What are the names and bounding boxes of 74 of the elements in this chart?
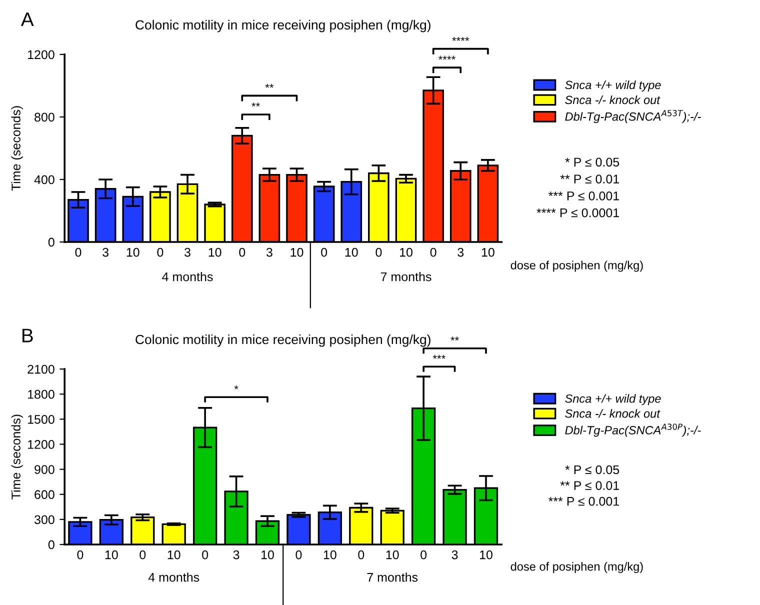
text: * P ≤ 0.05	[565, 158, 620, 167]
x-tick-label: 3	[452, 550, 458, 560]
x-tick-label: 10	[105, 550, 118, 560]
x-tick-label: 10	[386, 550, 399, 560]
annotation: ****	[438, 56, 456, 60]
y-tick-label: 800	[34, 112, 54, 122]
legend-label: Snca +/+ wild type	[565, 394, 661, 406]
y-tick-label: 1200	[28, 440, 54, 449]
legend-label: Snca +/+ wild type	[565, 80, 661, 92]
x-tick-label: 0	[75, 248, 82, 257]
legend-label: Snca -/- knock out	[565, 409, 660, 418]
x-tick-label: 10	[208, 248, 222, 257]
text: 7 months	[380, 272, 432, 282]
y-tick-label: 1500	[28, 414, 54, 424]
y-tick-label: 1200	[28, 50, 54, 60]
text: ** P ≤ 0.01	[560, 481, 619, 490]
x-tick-label: 0	[77, 550, 84, 560]
text: **	[450, 336, 459, 341]
y-tick-label: 2100	[28, 364, 54, 374]
text: *** P ≤ 0.001	[548, 496, 619, 506]
x-tick-label: 0	[140, 550, 146, 560]
x-tick-label: 10	[261, 550, 274, 560]
chart-title: Colonic motility in mice receiving posiphen (mg/kg)	[136, 334, 430, 347]
y-axis-title: Time (seconds)	[11, 106, 23, 191]
y-axis-title: Time (seconds)	[11, 414, 23, 500]
x-tick-label: 10	[290, 248, 304, 257]
x-tick-label: 3	[266, 248, 272, 257]
text: 4 months	[162, 272, 213, 282]
text: ***	[432, 354, 446, 359]
x-tick-label: 0	[358, 550, 364, 560]
x-tick-label: 0	[239, 248, 246, 257]
x-tick-label: 0	[157, 248, 164, 257]
text: ** P ≤ 0.01	[560, 174, 619, 184]
text: ****	[452, 37, 470, 41]
legend-label: Dbl-Tg-Pac(SNCA$^{A30P}$);-/-	[565, 424, 701, 437]
annotation: **	[265, 84, 274, 88]
x-tick-label: 10	[480, 550, 492, 560]
x-tick-label: 3	[233, 550, 240, 560]
text: **** P ≤ 0.0001	[536, 208, 619, 218]
annotation: **	[252, 102, 260, 107]
x-tick-label: 10	[168, 550, 180, 560]
legend-label: Dbl-Tg-Pac(SNCA$^{A53T}$);-/-	[565, 110, 701, 124]
x-tick-label: 10	[345, 248, 358, 257]
x-tick-label: 3	[184, 248, 190, 257]
y-tick-label: 600	[34, 490, 54, 500]
x-tick-label: 3	[102, 248, 108, 257]
x-tick-label: 10	[400, 248, 412, 257]
y-tick-label: 1800	[28, 390, 54, 399]
x-tick-label: 0	[321, 248, 328, 257]
legend-label: Snca -/- knock out	[565, 95, 660, 104]
x-axis-title: dose of posiphen (mg/kg)	[510, 260, 643, 272]
x-tick-label: 10	[324, 550, 336, 560]
text: 7 months	[367, 572, 418, 582]
text: A	[20, 12, 34, 26]
text: * P ≤ 0.05	[565, 465, 620, 474]
y-tick-label: 400	[34, 175, 54, 184]
x-tick-label: 0	[202, 550, 208, 560]
y-tick-label: 0	[48, 238, 54, 247]
text: *** P ≤ 0.001	[548, 191, 619, 200]
x-tick-label: 3	[458, 248, 464, 257]
x-tick-label: 0	[430, 248, 436, 257]
y-tick-label: 900	[34, 465, 54, 474]
x-tick-label: 0	[420, 550, 427, 560]
x-tick-label: 0	[376, 248, 382, 257]
x-tick-label: 0	[296, 550, 302, 560]
text: 4 months	[148, 572, 200, 582]
x-tick-label: 10	[126, 248, 140, 257]
x-tick-label: 10	[482, 248, 494, 257]
y-tick-label: 0	[48, 540, 54, 550]
text: B	[22, 328, 33, 342]
chart-title: Colonic motility in mice receiving posiphen (mg/kg)	[136, 20, 430, 32]
annotation: *	[234, 385, 238, 390]
y-tick-label: 300	[34, 515, 54, 524]
x-axis-title: dose of posiphen (mg/kg)	[510, 562, 643, 574]
